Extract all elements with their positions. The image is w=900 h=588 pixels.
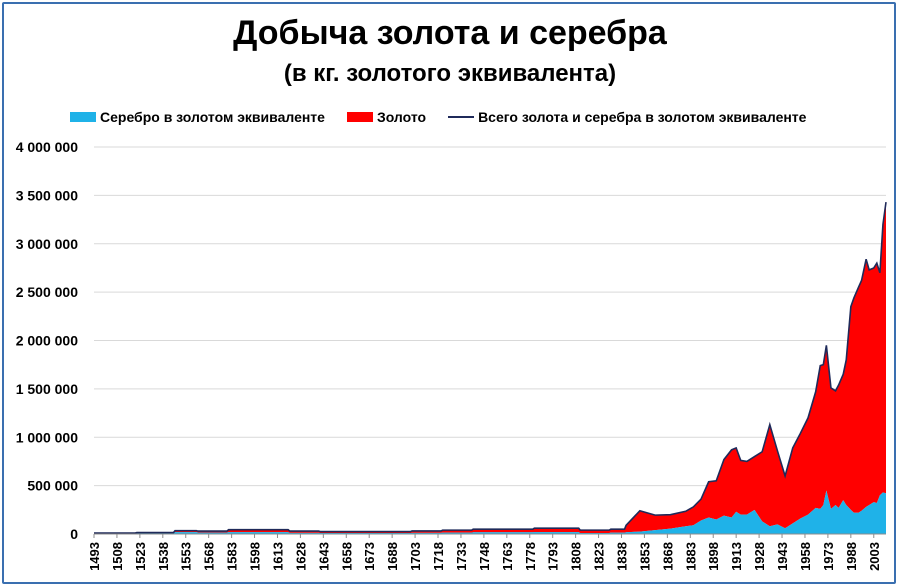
series-total-line: [94, 202, 887, 534]
x-tick-label: 1763: [500, 542, 515, 571]
x-tick-label: 1943: [775, 542, 790, 571]
x-tick-label: 1778: [523, 542, 538, 571]
x-tick-label: 1808: [569, 542, 584, 571]
chart-subtitle: (в кг. золотого эквивалента): [283, 60, 617, 87]
x-tick-label: 1658: [339, 542, 354, 571]
x-tick-label: 1583: [225, 542, 240, 571]
x-tick-label: 1838: [614, 542, 629, 571]
x-tick-label: 1748: [477, 542, 492, 571]
x-tick-label: 1898: [706, 542, 721, 571]
x-tick-label: 1568: [202, 542, 217, 571]
y-tick-label: 3 000 000: [16, 236, 78, 252]
x-tick-label: 2003: [867, 542, 882, 571]
x-tick-label: 1508: [110, 542, 125, 571]
legend-swatch-gold: [346, 112, 373, 122]
chart-legend: Серебро в золотом эквиваленте Золото Все…: [70, 108, 828, 126]
series-gold-area: [94, 202, 886, 534]
legend-label-silver: Серебро в золотом эквиваленте: [100, 109, 325, 125]
y-tick-label: 2 500 000: [16, 284, 78, 300]
x-tick-label: 1958: [798, 542, 813, 571]
y-tick-label: 1 000 000: [16, 429, 78, 445]
x-tick-label: 1883: [683, 542, 698, 571]
legend-item-total: Всего золота и серебра в золотом эквивал…: [448, 109, 806, 125]
x-tick-label: 1973: [821, 542, 836, 571]
y-tick-label: 1 500 000: [16, 381, 78, 397]
x-tick-label: 1628: [293, 542, 308, 571]
legend-item-gold: Золото: [346, 109, 427, 125]
x-tick-label: 1493: [87, 542, 102, 571]
x-tick-label: 1913: [729, 542, 744, 571]
y-tick-label: 500 000: [27, 478, 78, 494]
x-tick-label: 1613: [270, 542, 285, 571]
x-tick-label: 1823: [592, 542, 607, 571]
x-tick-label: 1688: [385, 542, 400, 571]
x-tick-label: 1553: [179, 542, 194, 571]
chart-title: Добыча золота и серебра: [233, 14, 667, 52]
legend-label-gold: Золото: [376, 109, 427, 125]
x-tick-label: 1643: [316, 542, 331, 571]
y-tick-label: 0: [70, 526, 78, 542]
legend-swatch-silver: [70, 112, 96, 122]
x-tick-label: 1928: [752, 542, 767, 571]
x-tick-label: 1853: [637, 542, 652, 571]
x-tick-label: 1673: [362, 542, 377, 571]
x-tick-label: 1523: [133, 542, 148, 571]
y-tick-label: 3 500 000: [16, 187, 78, 203]
x-tick-label: 1598: [248, 542, 263, 571]
x-tick-label: 1988: [844, 542, 859, 571]
x-tick-label: 1793: [546, 542, 561, 571]
legend-swatch-total: [448, 116, 475, 118]
y-tick-label: 4 000 000: [16, 139, 78, 155]
x-tick-label: 1538: [156, 542, 171, 571]
x-tick-label: 1703: [408, 542, 423, 571]
series-silver-area: [94, 490, 886, 534]
x-tick-label: 1718: [431, 542, 446, 571]
legend-item-silver: Серебро в золотом эквиваленте: [70, 109, 325, 125]
x-tick-label: 1733: [454, 542, 469, 571]
y-tick-label: 2 000 000: [16, 333, 78, 349]
x-tick-label: 1868: [660, 542, 675, 571]
legend-label-total: Всего золота и серебра в золотом эквивал…: [478, 109, 807, 125]
